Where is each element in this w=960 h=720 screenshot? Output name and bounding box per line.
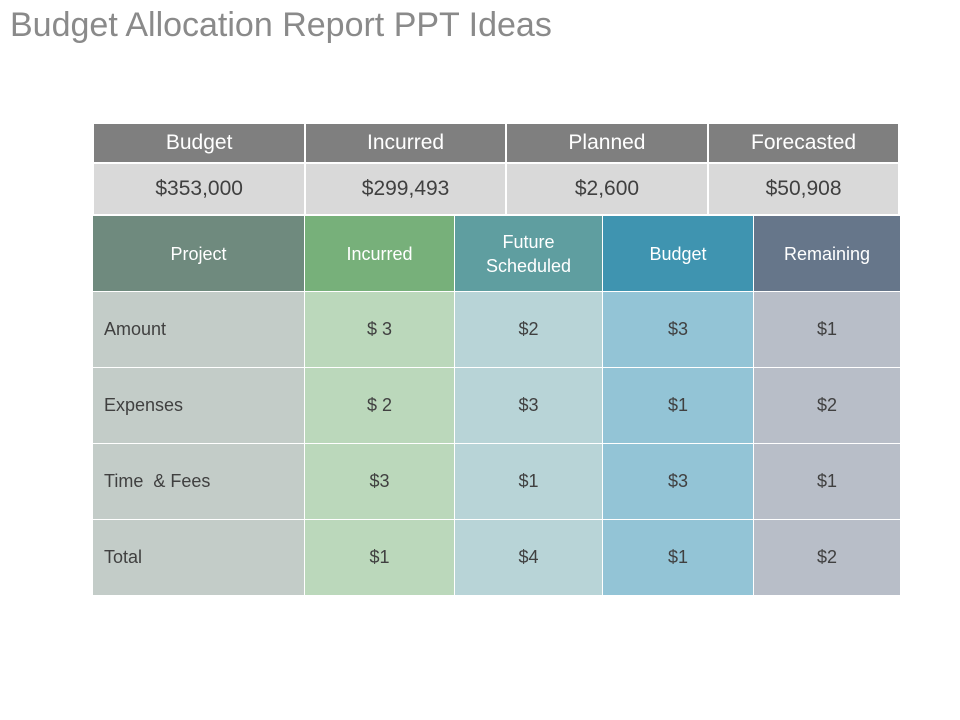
table-row: Time & Fees $3 $1 $3 $1 bbox=[92, 443, 901, 520]
row-label: Expenses bbox=[92, 367, 305, 444]
detail-header-incurred: Incurred bbox=[304, 215, 455, 292]
detail-table: Project Incurred Future Scheduled Budget… bbox=[92, 215, 901, 596]
summary-header-planned: Planned bbox=[504, 122, 710, 164]
row-label: Total bbox=[92, 519, 305, 596]
cell-incurred: $ 3 bbox=[304, 291, 455, 368]
summary-value-planned: $2,600 bbox=[504, 162, 710, 216]
table-row: Total $1 $4 $1 $2 bbox=[92, 519, 901, 596]
cell-remaining: $1 bbox=[753, 443, 901, 520]
cell-incurred: $ 2 bbox=[304, 367, 455, 444]
detail-header-future-scheduled-text: Future Scheduled bbox=[485, 231, 572, 276]
cell-future-scheduled: $4 bbox=[454, 519, 603, 596]
summary-value-row: $353,000 $299,493 $2,600 $50,908 bbox=[91, 162, 900, 216]
page-title: Budget Allocation Report PPT Ideas bbox=[10, 6, 552, 44]
summary-header-budget: Budget bbox=[91, 122, 307, 164]
row-label: Amount bbox=[92, 291, 305, 368]
detail-header-future-scheduled: Future Scheduled bbox=[454, 215, 603, 292]
summary-value-incurred: $299,493 bbox=[304, 162, 507, 216]
cell-budget: $3 bbox=[602, 291, 754, 368]
summary-header-row: Budget Incurred Planned Forecasted bbox=[91, 122, 900, 164]
detail-header-budget: Budget bbox=[602, 215, 754, 292]
cell-remaining: $2 bbox=[753, 519, 901, 596]
table-row: Amount $ 3 $2 $3 $1 bbox=[92, 291, 901, 368]
cell-remaining: $2 bbox=[753, 367, 901, 444]
cell-budget: $1 bbox=[602, 519, 754, 596]
cell-budget: $1 bbox=[602, 367, 754, 444]
detail-header-project: Project bbox=[92, 215, 305, 292]
cell-incurred: $3 bbox=[304, 443, 455, 520]
cell-remaining: $1 bbox=[753, 291, 901, 368]
summary-table: Budget Incurred Planned Forecasted $353,… bbox=[91, 122, 900, 216]
row-label: Time & Fees bbox=[92, 443, 305, 520]
cell-future-scheduled: $3 bbox=[454, 367, 603, 444]
summary-header-incurred: Incurred bbox=[304, 122, 507, 164]
detail-header-remaining: Remaining bbox=[753, 215, 901, 292]
summary-value-forecasted: $50,908 bbox=[707, 162, 900, 216]
summary-value-budget: $353,000 bbox=[91, 162, 307, 216]
table-row: Expenses $ 2 $3 $1 $2 bbox=[92, 367, 901, 444]
detail-header-row: Project Incurred Future Scheduled Budget… bbox=[92, 215, 901, 292]
cell-future-scheduled: $1 bbox=[454, 443, 603, 520]
cell-future-scheduled: $2 bbox=[454, 291, 603, 368]
summary-header-forecasted: Forecasted bbox=[707, 122, 900, 164]
cell-budget: $3 bbox=[602, 443, 754, 520]
cell-incurred: $1 bbox=[304, 519, 455, 596]
